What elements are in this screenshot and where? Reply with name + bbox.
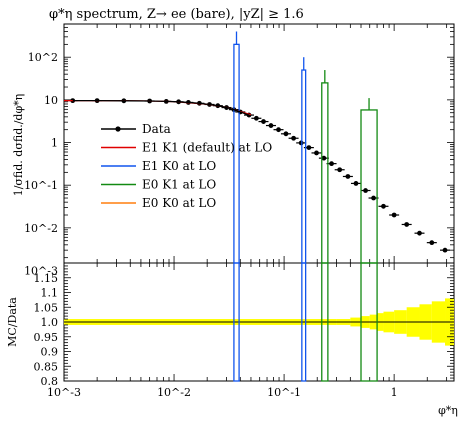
ratio-y-axis-label: MC/Data [6,297,19,347]
data-point [253,115,259,121]
legend: Data E1 K1 (default) at LO E1 K0 at LO E0 K… [101,122,272,210]
ratio-y-axis-label-group: MC/Data [6,297,19,347]
data-point [381,203,386,209]
data-point [268,123,274,128]
spike-bar [321,82,329,264]
chart-title: φ*η spectrum, Z→ ee (bare), |yZ| ≥ 1.6 [49,7,304,22]
ratio-spike-bar [321,262,329,382]
x-tick-label: 10^-3 [47,386,81,399]
data-point [306,145,312,151]
ratio-plot-marks [233,262,378,382]
legend-label: E0 K0 at LO [142,196,216,210]
y-tick-label: 10 [44,94,58,107]
data-point [291,135,296,141]
y-axis-label-group: 1/σfid. dσfid./dφ*η [12,94,25,197]
y-tick-label: 10^-2 [24,222,58,235]
ratio-spike-bar [233,262,240,382]
y-tick-label: 10^2 [28,51,58,64]
data-point [329,161,334,167]
data-point [429,240,435,246]
ratio-tick-label: 0.9 [41,346,59,359]
data-point [353,181,359,186]
data-point [321,155,327,161]
ratio-tick-label: 1.0 [41,316,59,329]
y-tick-label: 1 [51,137,58,150]
data-point [314,150,319,156]
data-point [371,195,376,201]
y-tick-label: 10^-1 [24,179,58,192]
ratio-tick-label: 0.85 [34,360,59,373]
data-point [417,230,422,236]
ratio-tick-label: 1.05 [34,301,59,314]
data-point [337,167,343,173]
data-point [404,222,410,227]
legend-label: E1 K0 at LO [142,159,216,173]
ratio-tick-label: 1.1 [41,287,59,300]
x-axis-label: φ*η [438,404,458,417]
ratio-spike-bar [360,262,378,382]
ratio-tick-label: 1.15 [34,272,59,285]
data-point [276,127,281,133]
data-point [261,119,266,124]
data-point [442,247,448,253]
x-tick-label: 10^-2 [157,386,191,399]
ratio-spike-bar [301,262,307,382]
ratio-tick-label: 0.8 [41,375,59,388]
x-tick-label: 1 [391,386,398,399]
x-tick-labels: 10^-3 10^-2 10^-1 1 [47,386,398,399]
ratio-axis-ticks: 0.8 0.850.9 0.95 1.0 1.051.1 1.15 [34,262,454,388]
legend-label: E1 K1 (default) at LO [142,141,272,155]
legend-marker [115,126,121,132]
x-tick-label: 10^-1 [267,386,301,399]
data-point [391,212,397,218]
spike-bar [301,69,307,264]
ratio-tick-label: 0.95 [34,331,59,344]
ratio-band [64,298,454,346]
legend-label: Data [142,122,171,136]
y-tick-label: 10^-3 [24,265,58,278]
data-point [283,131,289,137]
data-point [298,140,304,146]
data-curve [72,99,250,116]
y-axis-label: 1/σfid. dσfid./dφ*η [12,94,25,197]
main-axis-ticks: 10^-3 10^-2 10^-1 1 10 10^2 [24,23,454,278]
legend-label: E0 K1 at LO [142,178,216,192]
data-point [363,188,368,193]
data-point [345,174,351,179]
spike-bar [360,109,378,264]
